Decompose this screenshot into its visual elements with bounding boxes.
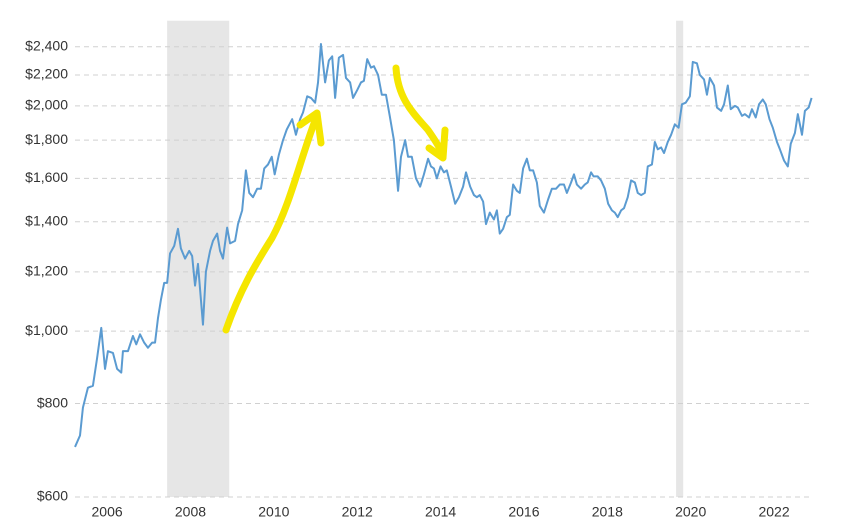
y-tick-label: $800 bbox=[37, 394, 68, 410]
y-tick-label: $1,600 bbox=[25, 169, 68, 185]
grid bbox=[75, 46, 812, 498]
arrow-down bbox=[392, 64, 447, 159]
series bbox=[74, 43, 813, 448]
x-tick-label: 2006 bbox=[92, 504, 123, 520]
shaded-band bbox=[676, 20, 684, 497]
series-line bbox=[74, 43, 813, 448]
arrow-down-head bbox=[425, 126, 449, 162]
x-tick-label: 2008 bbox=[175, 504, 206, 520]
y-tick-label: $1,200 bbox=[25, 263, 68, 279]
y-tick-label: $1,400 bbox=[25, 212, 68, 228]
y-tick-label: $2,200 bbox=[25, 66, 68, 82]
arrow-up-head bbox=[296, 109, 325, 147]
y-tick-label: $1,800 bbox=[25, 131, 68, 147]
x-tick-label: 2022 bbox=[758, 504, 789, 520]
shaded-band bbox=[167, 20, 230, 497]
y-tick-label: $600 bbox=[37, 488, 68, 504]
annotation-arrows bbox=[222, 64, 449, 334]
x-tick-label: 2018 bbox=[592, 504, 623, 520]
x-tick-label: 2012 bbox=[342, 504, 373, 520]
y-tick-label: $2,000 bbox=[25, 97, 68, 113]
y-tick-label: $2,400 bbox=[25, 37, 68, 53]
x-tick-label: 2014 bbox=[425, 504, 456, 520]
x-tick-label: 2020 bbox=[675, 504, 706, 520]
x-tick-label: 2016 bbox=[508, 504, 539, 520]
y-tick-label: $1,000 bbox=[25, 322, 68, 338]
axis-labels: $600 $800 $1,000 $1,200 $1,400 $1,600 $1,800 $2… bbox=[25, 37, 790, 519]
shaded-bands bbox=[167, 20, 684, 497]
x-tick-label: 2010 bbox=[258, 504, 289, 520]
arrow-up bbox=[222, 114, 320, 334]
